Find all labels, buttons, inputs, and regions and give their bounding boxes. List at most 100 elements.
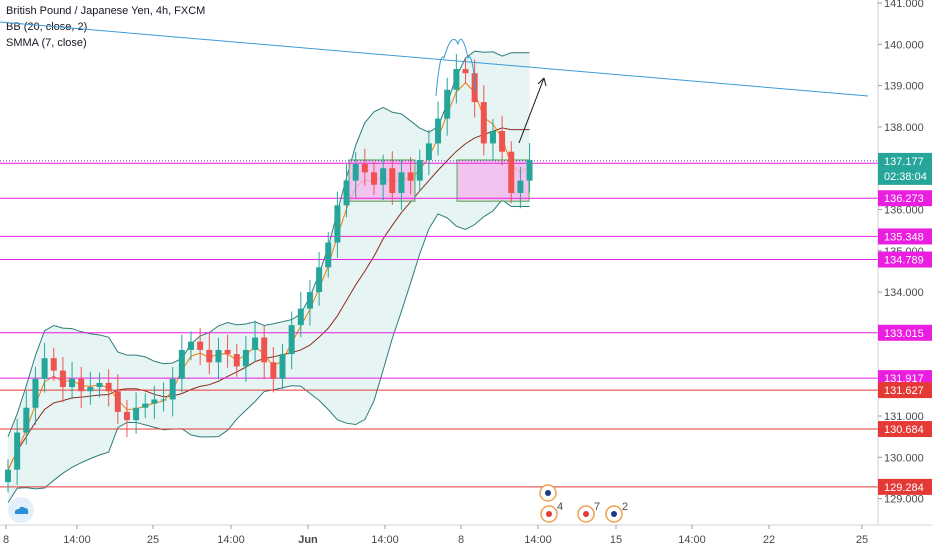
level-tag <box>878 324 932 341</box>
candle-body <box>78 378 85 392</box>
candle-body <box>41 358 48 379</box>
candle-body <box>316 267 323 293</box>
candle-body <box>398 172 405 193</box>
candle-body <box>59 370 66 388</box>
level-tag-label: 131.627 <box>884 385 924 397</box>
candle-body <box>206 349 213 363</box>
event-dot-icon <box>546 511 552 517</box>
candle-body <box>361 164 368 173</box>
cloud-icon <box>14 506 29 514</box>
time-tick-label: 15 <box>610 534 622 546</box>
candle-body <box>435 118 442 144</box>
time-tick-label: 14:00 <box>524 534 552 546</box>
candle-body <box>371 172 377 185</box>
current-price-tag <box>878 152 932 185</box>
candle-body <box>444 89 451 119</box>
candle-body <box>279 354 286 379</box>
time-tick-label: Jun <box>298 534 318 546</box>
price-tick-label: 129.000 <box>884 494 924 506</box>
time-tick-label: 8 <box>458 534 464 546</box>
candle-body <box>325 242 332 268</box>
candle-body <box>224 349 231 355</box>
level-tag <box>878 251 932 268</box>
candle-body <box>32 378 39 408</box>
candle-body <box>242 349 249 367</box>
candle-body <box>169 378 176 400</box>
candle-body <box>334 205 341 243</box>
time-tick-label: 22 <box>763 534 775 546</box>
smma-line <box>7 82 530 470</box>
candle-body <box>160 399 167 401</box>
level-tag-label: 136.273 <box>884 193 924 205</box>
level-tag <box>878 421 932 438</box>
symbol-title[interactable]: British Pound / Japanese Yen, 4h, FXCM <box>6 5 206 17</box>
candle-body <box>197 341 204 350</box>
candle-body <box>389 168 396 193</box>
candle-body <box>526 159 533 181</box>
countdown-label: 02:38:04 <box>884 171 927 183</box>
candle-body <box>270 362 277 379</box>
level-tag-label: 135.348 <box>884 231 924 243</box>
candle-body <box>508 151 515 193</box>
price-tick-label: 136.000 <box>884 205 924 217</box>
candle-body <box>123 411 130 421</box>
candle-body <box>188 341 194 350</box>
price-tick-label: 131.000 <box>884 411 924 423</box>
candle-body <box>407 172 414 181</box>
candle-body <box>114 391 121 412</box>
event-count: 4 <box>557 501 563 513</box>
candle-body <box>50 358 57 371</box>
candle-body <box>499 131 506 152</box>
trendline <box>0 21 869 97</box>
level-tag <box>878 478 932 495</box>
time-tick-label: 14:00 <box>678 534 706 546</box>
level-tag-label: 129.284 <box>884 482 924 494</box>
candle-body <box>105 382 112 392</box>
time-tick-label: 25 <box>856 534 868 546</box>
candle-body <box>252 337 259 350</box>
smma-indicator-label[interactable]: SMMA (7, close) <box>6 37 87 49</box>
candle-body <box>489 131 496 144</box>
candle-body <box>69 378 76 388</box>
tradingview-logo[interactable] <box>8 497 34 523</box>
level-tag <box>878 382 932 399</box>
time-tick-label: 14:00 <box>63 534 91 546</box>
uk-flag-icon <box>611 511 617 517</box>
candle-body <box>462 69 469 74</box>
time-tick-label: 14:00 <box>217 534 245 546</box>
price-tick-label: 134.000 <box>884 287 924 299</box>
price-tick-label: 141.000 <box>884 0 924 10</box>
time-tick-label: 8 <box>3 534 9 546</box>
candle-body <box>425 143 432 160</box>
level-tag <box>878 190 932 207</box>
candle-body <box>352 164 359 181</box>
candle-body <box>471 73 478 103</box>
level-tag <box>878 228 932 245</box>
arrow-head <box>537 77 547 87</box>
candle-body <box>14 432 21 470</box>
candle-body <box>87 387 94 392</box>
candle-body <box>416 159 423 181</box>
level-tag-label: 133.015 <box>884 328 924 340</box>
candle-body <box>151 399 158 404</box>
candle-body <box>142 403 149 408</box>
candle-body <box>288 325 295 355</box>
candle-body <box>215 349 222 363</box>
candle-body <box>261 337 268 363</box>
candle-body <box>133 407 140 421</box>
candle-body <box>5 469 11 483</box>
candle-body <box>517 180 524 193</box>
candle-body <box>480 102 487 144</box>
projection-arrow <box>518 77 545 144</box>
range-box-right <box>456 159 530 202</box>
candle-body <box>453 69 460 90</box>
candle-body <box>233 354 240 367</box>
candle-body <box>178 349 185 379</box>
candle-body <box>306 292 313 309</box>
uk-flag-icon <box>545 490 551 496</box>
bb-upper-line <box>7 50 530 437</box>
event-count: 7 <box>594 501 600 513</box>
bb-lower-line <box>7 199 530 503</box>
price-tick-label: 130.000 <box>884 452 924 464</box>
